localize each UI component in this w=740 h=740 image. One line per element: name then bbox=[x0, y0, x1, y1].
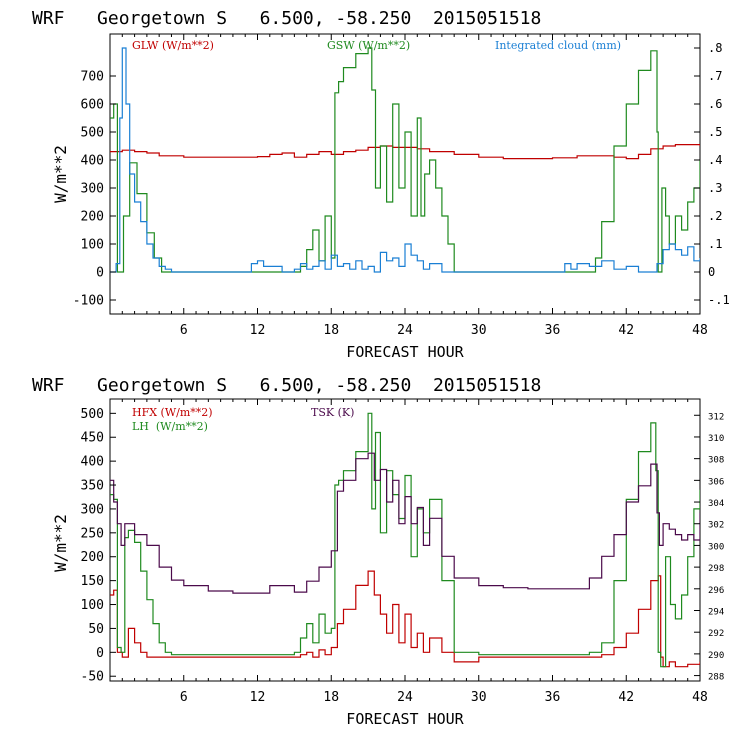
y2-tick-label: 298 bbox=[708, 564, 724, 574]
x-tick-label: 6 bbox=[180, 323, 188, 338]
x-tick-label: 48 bbox=[692, 323, 708, 338]
y2-tick-label: 288 bbox=[708, 673, 724, 683]
series-lh bbox=[110, 412, 700, 668]
x-axis-label: FORECAST HOUR bbox=[346, 710, 464, 728]
x-tick-label: 30 bbox=[471, 323, 487, 338]
x-tick-label: 6 bbox=[180, 690, 188, 705]
y2-tick-label: .1 bbox=[708, 237, 722, 251]
y-axis-label: W/m**2 bbox=[51, 514, 70, 572]
y-tick-label: 300 bbox=[81, 182, 104, 197]
y2-tick-label: 302 bbox=[708, 521, 724, 531]
y2-tick-label: 308 bbox=[708, 456, 724, 466]
x-tick-label: 36 bbox=[545, 323, 561, 338]
y-tick-label: 150 bbox=[81, 574, 104, 589]
y2-tick-label: .8 bbox=[708, 41, 722, 55]
y-tick-label: 0 bbox=[96, 646, 104, 661]
y2-tick-label: .7 bbox=[708, 69, 722, 83]
y-tick-label: 350 bbox=[81, 479, 104, 494]
x-tick-label: 48 bbox=[692, 690, 708, 705]
y-tick-label: 500 bbox=[81, 126, 104, 141]
x-axis-label: FORECAST HOUR bbox=[346, 343, 464, 361]
x-tick-label: 30 bbox=[471, 690, 487, 705]
panel-title: WRF Georgetown S 6.500, -58.250 20150515… bbox=[32, 8, 541, 29]
panel-title: WRF Georgetown S 6.500, -58.250 20150515… bbox=[32, 375, 541, 396]
y-tick-label: 400 bbox=[81, 455, 104, 470]
y2-tick-label: -.1 bbox=[708, 293, 730, 307]
panel-surface-flux: WRF Georgetown S 6.500, -58.250 20150515… bbox=[32, 375, 724, 728]
y2-tick-label: 290 bbox=[708, 651, 724, 661]
y2-tick-label: .6 bbox=[708, 97, 722, 111]
x-tick-label: 42 bbox=[618, 690, 634, 705]
legend-tsk: TSK (K) bbox=[311, 406, 354, 419]
legend-glw: GLW (W/m**2) bbox=[132, 39, 214, 52]
series-tsk bbox=[110, 452, 700, 594]
y2-tick-label: .4 bbox=[708, 153, 722, 167]
x-tick-label: 12 bbox=[250, 690, 266, 705]
series-hfx bbox=[110, 570, 700, 668]
y-tick-label: 450 bbox=[81, 431, 104, 446]
x-tick-label: 18 bbox=[323, 323, 339, 338]
y2-tick-label: .3 bbox=[708, 181, 722, 195]
y2-tick-label: 300 bbox=[708, 542, 724, 552]
y-tick-label: 50 bbox=[88, 622, 104, 637]
y-tick-label: 100 bbox=[81, 238, 104, 253]
series-gsw bbox=[110, 47, 700, 273]
x-tick-label: 18 bbox=[323, 690, 339, 705]
y-tick-label: -50 bbox=[81, 670, 104, 685]
x-tick-label: 42 bbox=[618, 323, 634, 338]
y2-tick-label: 296 bbox=[708, 586, 724, 596]
series-integrated-cloud bbox=[110, 47, 700, 273]
legend-lh: LH (W/m**2) bbox=[132, 420, 208, 433]
y2-tick-label: 0 bbox=[708, 265, 715, 279]
y-tick-label: 500 bbox=[81, 407, 104, 422]
x-tick-label: 24 bbox=[397, 690, 413, 705]
y2-tick-label: 292 bbox=[708, 629, 724, 639]
y-tick-label: 250 bbox=[81, 526, 104, 541]
y2-tick-label: .5 bbox=[708, 125, 722, 139]
y-tick-label: 200 bbox=[81, 550, 104, 565]
x-tick-label: 12 bbox=[250, 323, 266, 338]
y2-tick-label: 294 bbox=[708, 608, 724, 618]
y2-tick-label: 306 bbox=[708, 477, 724, 487]
legend-integrated-cloud: Integrated cloud (mm) bbox=[495, 39, 621, 52]
y-tick-label: 600 bbox=[81, 98, 104, 113]
y2-tick-label: 312 bbox=[708, 412, 724, 422]
y-tick-label: 400 bbox=[81, 154, 104, 169]
y-tick-label: 200 bbox=[81, 210, 104, 225]
y-axis-label: W/m**2 bbox=[51, 145, 70, 203]
panel-radiation: WRF Georgetown S 6.500, -58.250 20150515… bbox=[32, 8, 730, 361]
x-tick-label: 24 bbox=[397, 323, 413, 338]
legend-hfx: HFX (W/m**2) bbox=[132, 406, 213, 419]
x-tick-label: 36 bbox=[545, 690, 561, 705]
y-tick-label: 300 bbox=[81, 502, 104, 517]
y-tick-label: -100 bbox=[73, 294, 104, 309]
y2-tick-label: 310 bbox=[708, 434, 724, 444]
y-tick-label: 700 bbox=[81, 70, 104, 85]
y2-tick-label: .2 bbox=[708, 209, 722, 223]
legend-gsw: GSW (W/m**2) bbox=[327, 39, 410, 52]
y2-tick-label: 304 bbox=[708, 499, 724, 509]
y-tick-label: 100 bbox=[81, 598, 104, 613]
y-tick-label: 0 bbox=[96, 266, 104, 281]
